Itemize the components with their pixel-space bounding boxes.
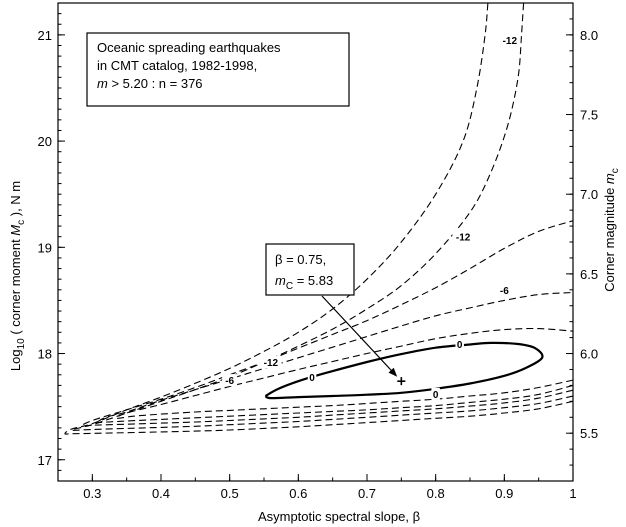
estimate-mc-label: mC = 5.83 [275,273,333,292]
estimate-beta-label: β = 0.75, [275,252,326,267]
y-tick-label: 19 [38,240,52,255]
contour-label-bg [222,374,238,387]
estimate-mc-m: m [275,273,286,288]
y-tick-label: 17 [38,453,52,468]
y-axis-title-sub: 10 [16,338,27,350]
y-axis-title-M: M [8,225,23,236]
x-tick-label: 0.8 [427,486,445,501]
contour-label-bg [260,356,282,369]
contour-label: -12 [456,233,471,244]
y-tick-label: 20 [38,134,52,149]
contour-label-bg [499,34,521,47]
estimate-marker-cross [397,377,406,386]
contour-label-bg [496,283,512,296]
contour-line-level-neg3 [115,327,573,419]
y2-tick-label: 7.0 [580,187,598,202]
x-tick-label: 0.9 [495,486,513,501]
y2-tick-label: 7.5 [580,108,598,123]
y-tick-label: 18 [38,347,52,362]
x-tick-label: 0.6 [289,486,307,501]
y-axis-title-c-sub: c [16,220,27,225]
contour-lines [64,3,573,435]
contour-label-bg [431,387,440,400]
y-axis-title-part2: ( corner moment [8,236,23,339]
contour-label-bg [452,230,474,243]
y2-axis-title-part1: Corner magnitude [602,184,617,292]
y-axis-ticks: 17 18 19 20 21 [38,13,65,471]
y-tick-label: 21 [38,28,52,43]
catalog-textbox-line2: in CMT catalog, 1982-1998, [97,58,257,73]
catalog-textbox-frame [86,32,350,107]
y2-tick-label: 6.0 [580,347,598,362]
x-tick-label: 1 [569,486,576,501]
contour-label: -6 [500,286,509,297]
catalog-textbox: Oceanic spreading earthquakes in CMT cat… [86,32,350,107]
y2-tick-label: 8.0 [580,28,598,43]
y-axis-title-part1: Log [8,349,23,371]
y-axis-title-part3: ), N m [8,181,23,220]
contour-label-bg [307,370,317,383]
contour-line-level-neg12 [71,3,573,431]
x-tick-label: 0.4 [152,486,170,501]
x-axis-ticks: 0.3 0.4 0.5 0.6 0.7 0.8 0.9 1 [57,474,577,501]
catalog-textbox-line1: Oceanic spreading earthquakes [97,40,281,55]
contour-label: 0 [433,390,439,401]
estimate-mc-sub: C [286,281,293,292]
x-tick-label: 0.7 [358,486,376,501]
estimate-annotation: β = 0.75, mC = 5.83 [265,243,406,386]
contour-label: -12 [264,358,279,369]
estimate-arrow [321,295,394,373]
y2-tick-label: 6.5 [580,267,598,282]
contour-labels: 0 0 0 -6 -6 -12 -12 -12 [222,34,521,401]
contour-line-level-neg15 [64,3,573,435]
estimate-arrowhead [388,367,398,377]
estimate-mc-value: = 5.83 [293,273,333,288]
estimate-box-frame [265,243,355,296]
y2-axis-title-m: m [602,173,617,184]
x-tick-label: 0.5 [221,486,239,501]
x-axis-title: Asymptotic spectral slope, β [258,509,420,524]
x-tick-label: 0.3 [83,486,101,501]
y2-axis-title: Corner magnitude mc [602,168,621,292]
contour-label: -12 [503,36,518,47]
catalog-textbox-line3: m > 5.20 : n = 376 [97,76,203,91]
y2-tick-label: 5.5 [580,426,598,441]
contour-label-bg [455,337,464,350]
contour-line-level-neg6 [94,291,573,424]
contour-label: -6 [225,376,234,387]
catalog-textbox-line3-m: m [97,76,108,91]
contour-label: 0 [457,340,463,351]
catalog-textbox-line3-rest: > 5.20 : n = 376 [108,76,203,91]
y2-axis-ticks: 5.5 6.0 6.5 7.0 7.5 8.0 [566,2,598,466]
y-axis-title: Log10 ( corner moment Mc ), N m [8,181,27,371]
contour-label: 0 [309,373,315,384]
contour-line-level-0 [264,341,544,400]
y2-axis-title-c-sub: c [610,168,621,173]
